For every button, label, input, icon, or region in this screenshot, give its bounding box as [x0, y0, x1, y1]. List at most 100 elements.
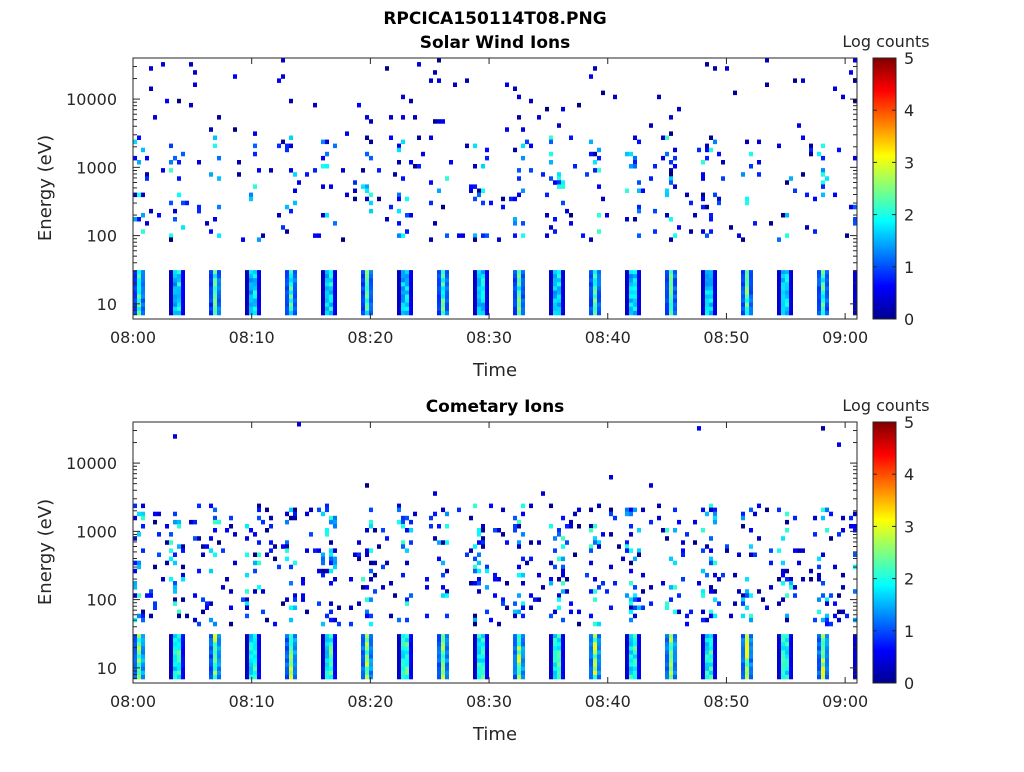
heatmap-cell [481, 544, 485, 549]
heatmap-cell [213, 528, 217, 533]
heatmap-cell [629, 634, 633, 639]
heatmap-cell [137, 290, 141, 295]
heatmap-cell [445, 270, 449, 275]
heatmap-cell [181, 646, 185, 651]
heatmap-cell [173, 302, 177, 308]
heatmap-cell [365, 278, 369, 283]
heatmap-cell [249, 670, 253, 676]
heatmap-cell [709, 646, 713, 651]
heatmap-cell [549, 650, 553, 655]
heatmap-cell [445, 666, 449, 672]
heatmap-cell [557, 184, 561, 189]
heatmap-cell [141, 298, 145, 304]
heatmap-cell [141, 650, 145, 655]
heatmap-cell [557, 176, 561, 181]
heatmap-cell [633, 217, 637, 222]
heatmap-cell [853, 294, 857, 299]
heatmap-cell [473, 638, 477, 643]
heatmap-cell [293, 290, 297, 295]
heatmap-cell [825, 310, 829, 316]
heatmap-cell [257, 302, 261, 308]
heatmap-cell [701, 507, 705, 513]
heatmap-cell [169, 237, 173, 242]
heatmap-cell [565, 208, 569, 214]
heatmap-cell [213, 298, 217, 304]
heatmap-cell [477, 646, 481, 651]
heatmap-cell [249, 306, 253, 312]
heatmap-cell [485, 658, 489, 663]
heatmap-cell [425, 613, 429, 619]
heatmap-cell [593, 536, 597, 541]
heatmap-cell [549, 638, 553, 643]
heatmap-cell [669, 274, 673, 279]
heatmap-cell [561, 306, 565, 312]
heatmap-cell [557, 605, 561, 610]
heatmap-cell [249, 666, 253, 672]
heatmap-cell [369, 507, 373, 513]
heatmap-cell [669, 180, 673, 185]
heatmap-cell [213, 302, 217, 308]
heatmap-cell [825, 654, 829, 659]
x-axis: 08:00 08:10 08:20 08:30 08:40 08:50 09:00 [110, 58, 868, 347]
heatmap-cell [513, 650, 517, 655]
heatmap-cell [285, 674, 289, 680]
heatmap-cell [485, 650, 489, 655]
heatmap-cell [801, 135, 805, 140]
heatmap-cell [513, 310, 517, 316]
heatmap-cell [349, 621, 353, 627]
heatmap-cell [845, 613, 849, 619]
heatmap-cell [789, 294, 793, 299]
heatmap-cell [597, 544, 601, 549]
heatmap-cell [653, 164, 657, 169]
heatmap-cell [245, 650, 249, 655]
heatmap-cell [329, 581, 333, 586]
heatmap-cell [397, 638, 401, 643]
heatmap-cell [749, 544, 753, 549]
heatmap-cell [701, 658, 705, 663]
heatmap-cell [325, 503, 329, 509]
heatmap-cell [293, 593, 297, 598]
heatmap-cell [513, 528, 517, 533]
heatmap-cell [209, 646, 213, 651]
heatmap-cell [329, 519, 333, 525]
x-tick-label: 09:00 [822, 328, 868, 347]
heatmap-cell [405, 646, 409, 651]
heatmap-cell [609, 475, 613, 480]
heatmap-cell [445, 540, 449, 545]
heatmap-cell [833, 86, 837, 91]
heatmap-cell [293, 511, 297, 517]
heatmap-cell [181, 286, 185, 291]
heatmap-cell [333, 278, 337, 283]
heatmap-cell [325, 306, 329, 312]
heatmap-cell [709, 613, 713, 619]
heatmap-cell [553, 229, 557, 234]
heatmap-cell [245, 658, 249, 663]
heatmap-cell [777, 278, 781, 283]
heatmap-cell [133, 294, 137, 299]
heatmap-cell [169, 160, 173, 165]
heatmap-cell [405, 670, 409, 676]
heatmap-cell [485, 609, 489, 615]
heatmap-cell [429, 135, 433, 140]
heatmap-cell [781, 674, 785, 680]
heatmap-cell [313, 102, 317, 108]
heatmap-cell [521, 605, 525, 610]
heatmap-cell [421, 151, 425, 157]
heatmap-cell [177, 544, 181, 549]
heatmap-cell [405, 274, 409, 279]
heatmap-cell [745, 577, 749, 582]
heatmap-cell [589, 658, 593, 663]
heatmap-cell [665, 306, 669, 312]
heatmap-cell [589, 310, 593, 316]
heatmap-cell [201, 609, 205, 615]
heatmap-cell [693, 540, 697, 545]
heatmap-cell [181, 274, 185, 279]
heatmap-cell [329, 670, 333, 676]
heatmap-cell [501, 601, 505, 606]
heatmap-cell [325, 290, 329, 295]
heatmap-cell [433, 511, 437, 517]
heatmap-cell [369, 642, 373, 647]
heatmap-cell [665, 666, 669, 672]
heatmap-cell [713, 511, 717, 517]
heatmap-cell [501, 532, 505, 537]
